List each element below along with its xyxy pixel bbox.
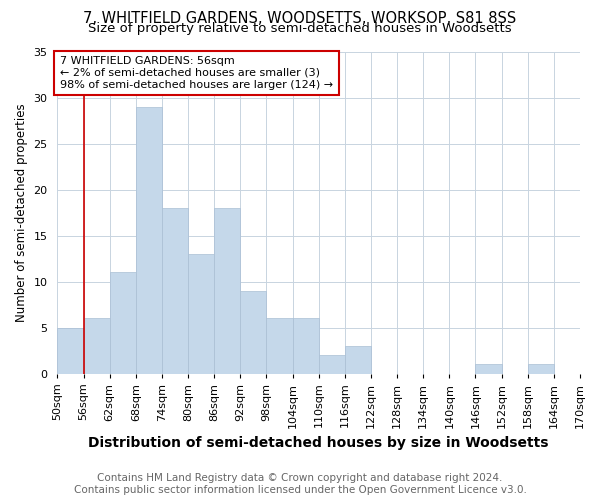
Text: Size of property relative to semi-detached houses in Woodsetts: Size of property relative to semi-detach… <box>88 22 512 35</box>
Bar <box>475 364 502 374</box>
Bar <box>214 208 241 374</box>
Bar <box>162 208 188 374</box>
Bar <box>319 355 345 374</box>
X-axis label: Distribution of semi-detached houses by size in Woodsetts: Distribution of semi-detached houses by … <box>88 436 549 450</box>
Bar <box>188 254 214 374</box>
Text: 7, WHITFIELD GARDENS, WOODSETTS, WORKSOP, S81 8SS: 7, WHITFIELD GARDENS, WOODSETTS, WORKSOP… <box>83 11 517 26</box>
Bar <box>528 364 554 374</box>
Bar <box>266 318 293 374</box>
Bar <box>110 272 136 374</box>
Bar <box>345 346 371 374</box>
Text: Contains HM Land Registry data © Crown copyright and database right 2024.
Contai: Contains HM Land Registry data © Crown c… <box>74 474 526 495</box>
Bar <box>83 318 110 374</box>
Bar <box>136 106 162 374</box>
Bar <box>293 318 319 374</box>
Bar <box>241 291 266 374</box>
Bar <box>58 328 83 374</box>
Y-axis label: Number of semi-detached properties: Number of semi-detached properties <box>15 104 28 322</box>
Text: 7 WHITFIELD GARDENS: 56sqm
← 2% of semi-detached houses are smaller (3)
98% of s: 7 WHITFIELD GARDENS: 56sqm ← 2% of semi-… <box>60 56 333 90</box>
